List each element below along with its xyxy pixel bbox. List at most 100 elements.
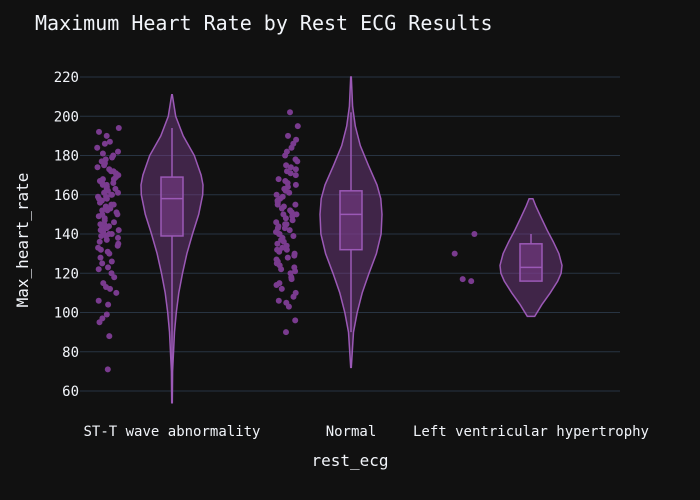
data-point [273, 256, 280, 263]
data-point [292, 166, 299, 173]
data-point [105, 301, 112, 308]
data-point [280, 203, 287, 210]
data-point [292, 181, 299, 188]
data-point [97, 254, 104, 261]
violin-group [499, 197, 563, 318]
data-point [293, 211, 300, 218]
x-axis-title: rest_ecg [311, 451, 388, 470]
data-point [279, 193, 286, 200]
data-point [102, 156, 109, 163]
data-point [468, 278, 475, 285]
data-point [285, 132, 291, 139]
data-point [112, 185, 119, 192]
data-point [283, 299, 290, 306]
y-tick-label: 180 [54, 149, 79, 165]
y-axis-title: Max_heart_rate [13, 173, 32, 308]
data-point [100, 280, 107, 287]
data-point [99, 315, 106, 322]
data-point [94, 164, 101, 171]
data-point [103, 132, 110, 139]
data-point [106, 223, 112, 230]
data-point [292, 156, 299, 163]
data-point [108, 231, 115, 237]
data-point [283, 329, 289, 336]
violin-group [140, 93, 204, 404]
data-point [99, 176, 106, 183]
data-point [96, 238, 103, 245]
data-point [292, 201, 299, 208]
data-point [115, 234, 121, 241]
y-tick-label: 140 [54, 227, 79, 243]
data-point [290, 233, 297, 239]
y-tick-label: 100 [54, 306, 79, 322]
data-point [274, 246, 281, 253]
data-point [286, 227, 293, 234]
data-point [108, 191, 115, 198]
data-point [292, 289, 299, 296]
data-point [291, 250, 298, 257]
point-group [273, 109, 301, 336]
data-point [275, 297, 282, 304]
data-point [108, 201, 115, 208]
data-point [113, 209, 120, 216]
data-point [292, 317, 299, 324]
data-point [111, 219, 117, 226]
data-point [115, 148, 121, 155]
data-point [287, 109, 293, 116]
data-point [273, 219, 280, 226]
data-point [283, 162, 290, 169]
data-point [451, 250, 458, 257]
data-point [115, 227, 122, 234]
data-point [291, 264, 298, 271]
y-axis-ticks: 60 80 100 120 140 160 180 200 220 [54, 70, 79, 400]
data-point [283, 148, 290, 155]
data-point [113, 289, 120, 296]
data-point [96, 128, 102, 135]
plot-area [94, 76, 563, 404]
box-iqr [160, 176, 184, 237]
data-point [115, 125, 122, 131]
data-point [104, 248, 111, 255]
data-point [280, 211, 287, 218]
y-tick-label: 220 [54, 70, 79, 86]
violin-group [319, 76, 383, 369]
data-point [293, 136, 300, 143]
data-point [95, 193, 101, 200]
y-tick-label: 200 [54, 109, 79, 125]
y-tick-label: 80 [62, 345, 79, 361]
data-point [284, 168, 290, 175]
data-point [282, 221, 289, 228]
data-point [106, 333, 113, 340]
data-point [106, 166, 113, 173]
data-point [94, 144, 101, 151]
data-point [278, 285, 285, 292]
x-tick-label: Normal [326, 424, 377, 440]
data-point [287, 207, 294, 214]
data-point [95, 266, 102, 273]
data-point [279, 244, 286, 251]
point-group [451, 231, 478, 285]
x-tick-label: Left ventricular hypertrophy [413, 424, 649, 440]
data-point [110, 152, 117, 159]
x-tick-label: ST-T wave abnormality [83, 424, 260, 440]
data-point [99, 260, 106, 267]
data-point [287, 270, 294, 277]
data-point [292, 172, 299, 179]
data-point [287, 164, 294, 171]
y-tick-label: 120 [54, 266, 79, 282]
data-point [471, 231, 478, 237]
data-point [282, 178, 289, 184]
data-point [99, 150, 106, 157]
data-point [103, 311, 110, 318]
data-point [102, 203, 109, 210]
data-point [115, 240, 122, 247]
data-point [459, 276, 466, 283]
data-point [104, 366, 111, 373]
point-group [94, 125, 122, 373]
data-point [273, 191, 280, 198]
data-point [284, 254, 291, 261]
data-point [275, 176, 282, 183]
data-point [294, 123, 301, 130]
data-point [276, 280, 283, 287]
